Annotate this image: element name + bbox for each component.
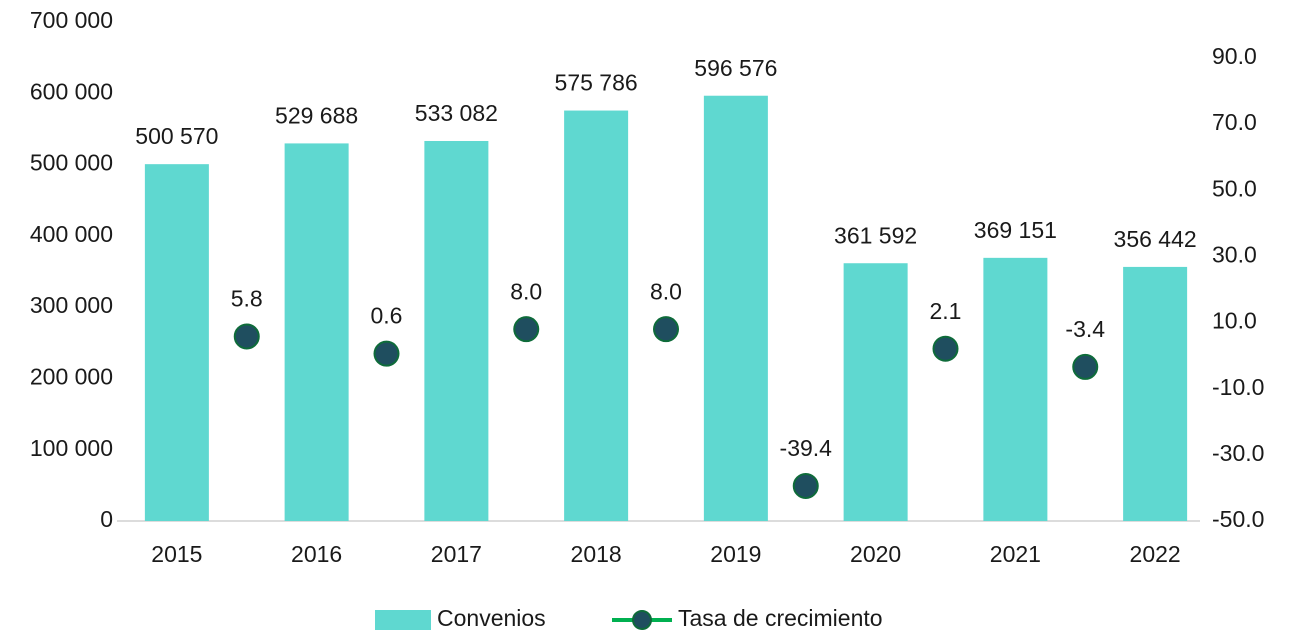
y2-tick-label: -10.0 xyxy=(1212,374,1264,400)
y-tick-label: 300 000 xyxy=(30,292,113,318)
x-tick-label: 2017 xyxy=(431,541,482,567)
growth-dot xyxy=(792,472,819,499)
growth-dot xyxy=(513,316,540,343)
legend-swatch xyxy=(375,610,431,630)
growth-label: -3.4 xyxy=(1065,316,1105,342)
growth-label: 5.8 xyxy=(231,286,263,312)
bar xyxy=(843,263,908,521)
x-tick-label: 2018 xyxy=(571,541,622,567)
growth-dot xyxy=(932,335,959,362)
growth-dot xyxy=(373,340,400,367)
bar-label: 533 082 xyxy=(415,100,498,126)
y-tick-label: 500 000 xyxy=(30,150,113,176)
y2-tick-label: 90.0 xyxy=(1212,43,1257,69)
y2-tick-label: 30.0 xyxy=(1212,242,1257,268)
growth-label: 0.6 xyxy=(371,303,403,329)
bar xyxy=(1123,266,1188,521)
y-tick-label: 600 000 xyxy=(30,78,113,104)
legend-label: Tasa de crecimiento xyxy=(678,605,883,631)
y-tick-label: 0 xyxy=(100,506,113,532)
growth-dot xyxy=(1072,353,1099,380)
growth-label: 8.0 xyxy=(510,278,542,304)
bar-label: 529 688 xyxy=(275,102,358,128)
y2-tick-label: 50.0 xyxy=(1212,175,1257,201)
legend-dot xyxy=(632,610,652,630)
bar-label: 500 570 xyxy=(135,123,218,149)
bar-label: 575 786 xyxy=(555,70,638,96)
bar-label: 361 592 xyxy=(834,222,917,248)
legend-label: Convenios xyxy=(437,605,546,631)
x-tick-label: 2019 xyxy=(710,541,761,567)
y-tick-label: 100 000 xyxy=(30,435,113,461)
x-tick-label: 2020 xyxy=(850,541,901,567)
x-tick-label: 2016 xyxy=(291,541,342,567)
x-tick-label: 2021 xyxy=(990,541,1041,567)
x-tick-label: 2022 xyxy=(1130,541,1181,567)
bar xyxy=(983,257,1048,521)
y2-tick-label: -30.0 xyxy=(1212,440,1264,466)
growth-label: 8.0 xyxy=(650,278,682,304)
bar-label: 596 576 xyxy=(694,55,777,81)
y2-tick-label: 70.0 xyxy=(1212,109,1257,135)
y-tick-label: 200 000 xyxy=(30,364,113,390)
bar-label: 356 442 xyxy=(1114,226,1197,252)
bar-label: 369 151 xyxy=(974,217,1057,243)
y2-tick-label: 10.0 xyxy=(1212,308,1257,334)
bar xyxy=(703,95,768,522)
bar xyxy=(424,140,489,521)
growth-dot xyxy=(653,316,679,343)
y2-tick-label: -50.0 xyxy=(1212,506,1264,532)
growth-label: 2.1 xyxy=(930,298,962,324)
x-tick-label: 2015 xyxy=(151,541,202,567)
y-tick-label: 400 000 xyxy=(30,221,113,247)
bar xyxy=(564,110,629,521)
bar xyxy=(284,143,349,521)
y-tick-label: 700 000 xyxy=(30,7,113,33)
growth-dot xyxy=(233,323,260,350)
growth-label: -39.4 xyxy=(780,435,833,461)
bar xyxy=(144,164,209,521)
